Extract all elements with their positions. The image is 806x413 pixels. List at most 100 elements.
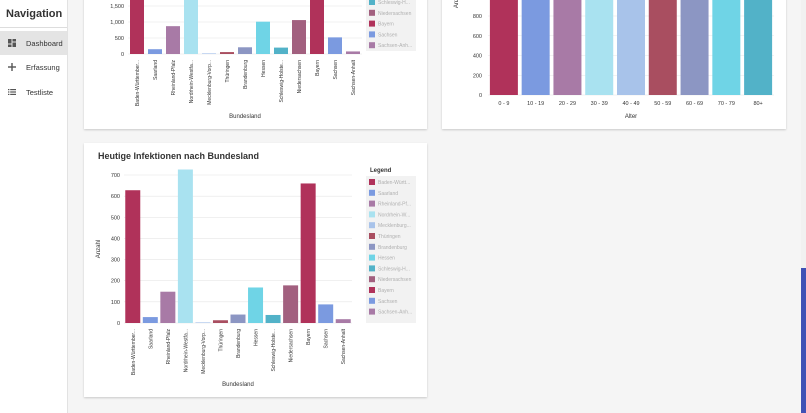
nav-label-erfassung: Erfassung: [26, 62, 60, 72]
legend-swatch: [369, 211, 375, 218]
bar: [585, 0, 614, 95]
y-tick-label: 1,500: [110, 4, 124, 10]
legend-swatch: [369, 287, 375, 293]
x-tick-label: Sachsen: [333, 60, 339, 80]
scrollbar[interactable]: [801, 0, 806, 413]
bar: [283, 285, 299, 323]
chart-card-alter: 0 200 400 600 800 Anz 0 - 9 10 - 19 20 - 29 30 - …: [442, 0, 786, 129]
scrollbar-thumb[interactable]: [801, 268, 806, 413]
bar: [335, 319, 351, 323]
x-tick-label: Baden-Württember...: [135, 60, 141, 106]
list-icon: [8, 88, 16, 96]
legend-label: Niedersachsen: [378, 11, 412, 17]
bar: [648, 0, 677, 95]
bar: [265, 314, 281, 323]
legend-swatch: [369, 222, 375, 229]
nav-item-dashboard[interactable]: Dashboard: [0, 31, 67, 55]
x-axis-label: Alter: [625, 114, 637, 120]
bar: [195, 322, 211, 323]
x-tick-label: Schleswig-Holste...: [271, 329, 277, 372]
legend-swatch: [369, 189, 375, 196]
x-tick-label: Rheinland-Pfalz: [171, 60, 177, 96]
x-tick-label: Hessen: [254, 329, 260, 346]
y-tick-label: 200: [111, 279, 120, 285]
legend-label: Bayern: [378, 22, 394, 28]
y-tick-label: 400: [111, 236, 120, 242]
legend-label: Baden-Württ...: [378, 180, 410, 186]
legend-swatch: [369, 31, 375, 38]
heutige-infektionen-chart: 0 100 200 300 400 500 600 700 Anzahl Baden-Württe…: [96, 168, 416, 388]
x-tick-label: 60 - 69: [686, 101, 703, 107]
y-tick-label: 700: [111, 173, 120, 179]
legend-label: Schleswig-H...: [378, 0, 410, 6]
x-tick-label: Mecklenburg-Vorp...: [201, 329, 207, 374]
nav-item-erfassung[interactable]: Erfassung: [0, 55, 67, 79]
legend-label: Thüringen: [378, 234, 401, 240]
y-axis-label: Anz: [454, 0, 460, 8]
bar: [346, 51, 360, 54]
legend-label: Brandenburg: [378, 245, 407, 251]
nav-item-testliste[interactable]: Testliste: [0, 80, 67, 104]
x-tick-label: 40 - 49: [622, 101, 639, 107]
legend-label: Sachsen-Anh...: [378, 43, 412, 49]
x-tick-label: 70 - 79: [718, 101, 735, 107]
bar: [553, 0, 582, 95]
nav-title: Navigation: [6, 8, 63, 20]
x-tick-label: Nordrhein-Westfa...: [189, 60, 195, 103]
y-tick-label: 0: [117, 321, 120, 327]
bar: [318, 304, 334, 323]
y-tick-label: 100: [111, 300, 120, 306]
x-tick-label: Niedersachsen: [297, 60, 303, 94]
x-axis-label: Bundesland: [222, 382, 254, 388]
y-tick-label: 600: [111, 194, 120, 200]
y-tick-label: 0: [121, 52, 124, 58]
nav-label-dashboard: Dashboard: [26, 38, 63, 48]
y-tick-label: 800: [473, 14, 482, 20]
dashboard-icon: [8, 39, 16, 47]
bar: [177, 169, 193, 323]
bar: [142, 317, 158, 323]
y-tick-label: 0: [479, 93, 482, 99]
legend-swatch: [369, 308, 375, 315]
legend-swatch: [369, 297, 375, 304]
bundesland-total-chart: 0 500 1,000 1,500 Baden-Württember... Saarlan…: [110, 0, 416, 120]
x-tick-label: Bayern: [315, 60, 321, 76]
legend-swatch: [369, 200, 375, 207]
x-tick-label: Schleswig-Holste...: [279, 60, 285, 103]
alter-chart: 0 200 400 600 800 Anz 0 - 9 10 - 19 20 - 29 30 - …: [454, 0, 774, 120]
bar: [202, 53, 216, 54]
bar: [292, 20, 306, 54]
legend-label: Sachsen-Anh...: [378, 310, 412, 316]
chart-card-bundesland-total: 0 500 1,000 1,500 Baden-Württember... Saarlan…: [84, 0, 427, 129]
bar: [160, 291, 176, 323]
bar: [617, 0, 645, 95]
legend-label: Schleswig-H...: [378, 266, 410, 272]
nav-divider: [0, 27, 67, 28]
bar: [148, 49, 162, 54]
sidebar: Navigation Dashboard Erfassung Testliste: [0, 0, 68, 413]
x-tick-label: Niedersachsen: [289, 329, 295, 363]
legend-label: Bayern: [378, 288, 394, 294]
y-tick-label: 600: [473, 34, 482, 40]
bar: [248, 287, 264, 323]
x-tick-label: Saarland: [148, 329, 154, 349]
legend-swatch: [369, 9, 375, 16]
x-axis-label: Bundesland: [229, 114, 261, 120]
bar: [300, 183, 316, 323]
x-tick-label: 0 - 9: [498, 101, 509, 107]
y-axis-label: Anzahl: [96, 240, 102, 258]
bar: [212, 320, 228, 323]
chart-card-heutige-infektionen: Heutige Infektionen nach Bundesland 0 100…: [84, 143, 427, 397]
legend-swatch: [369, 20, 375, 27]
x-tick-label: Saarland: [153, 60, 159, 80]
x-tick-label: Mecklenburg-Vorp...: [207, 60, 213, 105]
plus-icon: [8, 63, 16, 71]
x-tick-label: Thüringen: [225, 60, 231, 83]
legend-swatch: [369, 179, 375, 185]
nav-label-testliste: Testliste: [26, 87, 54, 97]
card-title: Heutige Infektionen nach Bundesland: [98, 151, 260, 161]
bar: [310, 0, 324, 54]
y-tick-label: 200: [473, 73, 482, 79]
bar: [230, 314, 246, 323]
bar: [166, 26, 180, 54]
